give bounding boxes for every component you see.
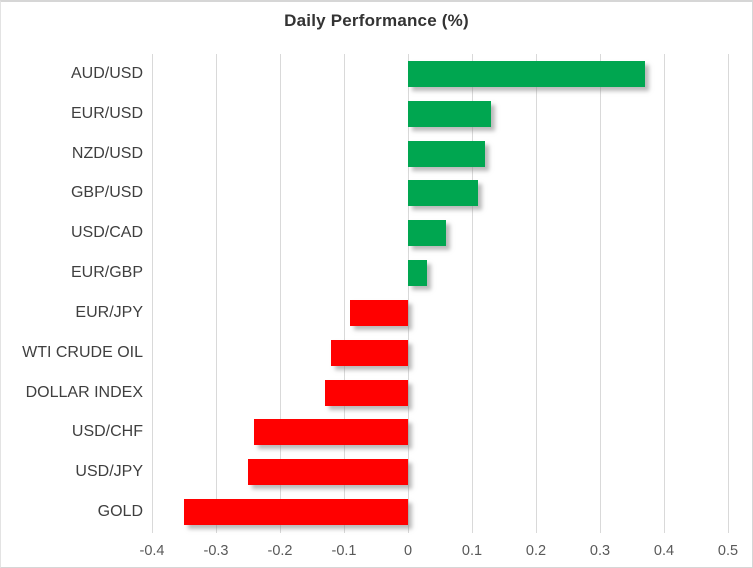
bar-positive	[408, 260, 428, 287]
bar-positive	[408, 140, 485, 167]
gridline	[728, 54, 729, 533]
category-label: WTI CRUDE OIL	[22, 343, 143, 361]
x-tick-label: -0.4	[139, 543, 165, 559]
category-label: AUD/USD	[70, 64, 143, 82]
gridline	[472, 54, 473, 533]
x-tick-label: 0.4	[653, 543, 675, 559]
gridline	[344, 54, 345, 533]
bar-negative	[254, 419, 408, 446]
x-tick-label: -0.1	[331, 543, 357, 559]
x-tick-label: -0.3	[203, 543, 229, 559]
gridline	[664, 54, 665, 533]
bar-negative	[331, 339, 408, 366]
bar-positive	[408, 100, 492, 127]
x-axis-tick-labels: -0.4 -0.3 -0.2 -0.1 0 0.1 0.2 0.3 0.4 0.5	[140, 543, 739, 563]
x-tick-label: 0.1	[461, 543, 483, 559]
category-label: NZD/USD	[71, 144, 143, 162]
category-label: USD/CAD	[70, 224, 143, 242]
x-tick-label: 0.2	[525, 543, 547, 559]
chart-title: Daily Performance (%)	[284, 11, 469, 30]
plot-area	[152, 54, 729, 533]
x-tick-label: 0.3	[589, 543, 611, 559]
category-label: DOLLAR INDEX	[25, 383, 143, 401]
x-tick-label: 0.5	[717, 543, 739, 559]
bar-positive	[408, 60, 645, 87]
category-label: USD/CHF	[71, 423, 143, 441]
x-tick-label: -0.2	[267, 543, 293, 559]
category-label: GBP/USD	[70, 184, 143, 202]
gridline	[408, 54, 409, 533]
y-axis-category-labels: AUD/USD EUR/USD NZD/USD GBP/USD USD/CAD EUR/G…	[1, 54, 143, 532]
category-label: USD/JPY	[75, 463, 143, 481]
bar-positive	[408, 220, 447, 247]
gridline	[600, 54, 601, 533]
gridline	[536, 54, 537, 533]
x-tick-label: 0	[403, 543, 413, 559]
bar-positive	[408, 180, 479, 207]
category-label: EUR/JPY	[75, 303, 143, 321]
gridline	[152, 54, 153, 533]
category-label: EUR/GBP	[70, 264, 143, 282]
gridline	[280, 54, 281, 533]
category-label: EUR/USD	[70, 104, 143, 122]
gridline	[216, 54, 217, 533]
bar-negative	[184, 499, 408, 526]
bar-negative	[248, 459, 408, 486]
category-label: GOLD	[97, 503, 143, 521]
bar-negative	[324, 379, 408, 406]
bar-negative	[350, 299, 408, 326]
